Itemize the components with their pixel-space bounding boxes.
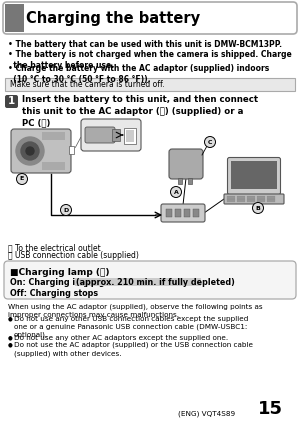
Bar xyxy=(247,196,255,197)
Text: Charging the battery: Charging the battery xyxy=(26,11,200,25)
Circle shape xyxy=(21,142,39,160)
Bar xyxy=(247,201,255,202)
Text: (approx. 210 min. if fully depleted): (approx. 210 min. if fully depleted) xyxy=(76,278,235,287)
Text: • The battery is not charged when the camera is shipped. Charge
  the battery be: • The battery is not charged when the ca… xyxy=(8,50,292,71)
Bar xyxy=(166,209,172,217)
Text: When using the AC adaptor (supplied), observe the following points as
improper c: When using the AC adaptor (supplied), ob… xyxy=(8,303,262,318)
Text: ●: ● xyxy=(8,316,13,321)
FancyBboxPatch shape xyxy=(5,95,18,108)
Text: D: D xyxy=(63,208,69,212)
Bar xyxy=(257,201,265,202)
Text: Do not use the AC adaptor (supplied) or the USB connection cable
(supplied) with: Do not use the AC adaptor (supplied) or … xyxy=(14,342,253,357)
FancyBboxPatch shape xyxy=(11,129,71,173)
Text: B: B xyxy=(256,206,260,211)
Bar xyxy=(237,201,245,202)
FancyBboxPatch shape xyxy=(4,261,296,299)
Bar xyxy=(257,199,265,200)
FancyBboxPatch shape xyxy=(227,157,280,195)
Text: 1: 1 xyxy=(8,96,15,107)
Bar xyxy=(124,128,136,144)
FancyBboxPatch shape xyxy=(224,194,284,204)
FancyBboxPatch shape xyxy=(161,204,205,222)
FancyBboxPatch shape xyxy=(81,119,141,151)
Text: ●: ● xyxy=(8,335,13,340)
Bar xyxy=(5,78,295,91)
Bar xyxy=(42,162,65,170)
Bar xyxy=(184,209,190,217)
Bar xyxy=(237,198,245,199)
FancyBboxPatch shape xyxy=(169,149,203,179)
Bar xyxy=(267,198,275,199)
Text: C: C xyxy=(208,140,212,145)
Bar xyxy=(257,196,265,197)
Text: On: Charging in progress: On: Charging in progress xyxy=(10,278,126,287)
Bar xyxy=(178,178,182,184)
Bar xyxy=(42,132,65,140)
Bar xyxy=(188,178,192,184)
FancyBboxPatch shape xyxy=(5,4,23,32)
Circle shape xyxy=(253,203,263,214)
Bar xyxy=(247,198,255,199)
Text: Off: Charging stops: Off: Charging stops xyxy=(10,289,98,298)
Bar xyxy=(16,4,24,32)
Circle shape xyxy=(170,187,182,198)
Bar xyxy=(5,4,23,32)
Bar xyxy=(257,198,265,199)
Circle shape xyxy=(16,137,44,165)
Bar xyxy=(75,278,201,286)
Bar xyxy=(267,196,275,197)
Text: E: E xyxy=(20,176,24,181)
Text: • The battery that can be used with this unit is DMW-BCM13PP.: • The battery that can be used with this… xyxy=(8,40,282,49)
Text: A: A xyxy=(174,190,178,195)
Text: Do not use any other AC adaptors except the supplied one.: Do not use any other AC adaptors except … xyxy=(14,335,228,341)
Bar xyxy=(227,201,235,202)
Bar xyxy=(227,198,235,199)
Text: ●: ● xyxy=(8,342,13,347)
Text: ■Charging lamp (Ⓔ): ■Charging lamp (Ⓔ) xyxy=(10,268,110,277)
Bar xyxy=(267,201,275,202)
Text: Make sure that the camera is turned off.: Make sure that the camera is turned off. xyxy=(10,80,165,89)
Circle shape xyxy=(16,173,28,184)
Text: Ⓑ USB connection cable (supplied): Ⓑ USB connection cable (supplied) xyxy=(8,251,139,260)
Text: Insert the battery to this unit, and then connect
this unit to the AC adaptor (Ⓐ: Insert the battery to this unit, and the… xyxy=(22,95,258,128)
Bar xyxy=(175,209,181,217)
Text: Do not use any other USB connection cables except the supplied
one or a genuine : Do not use any other USB connection cabl… xyxy=(14,316,248,338)
FancyBboxPatch shape xyxy=(85,127,115,143)
Bar xyxy=(69,146,74,154)
Circle shape xyxy=(205,137,215,148)
Circle shape xyxy=(61,204,71,215)
Bar xyxy=(126,130,134,142)
Text: 15: 15 xyxy=(258,400,283,418)
Circle shape xyxy=(26,147,34,155)
Bar xyxy=(237,199,245,200)
Text: • Charge the battery with the AC adaptor (supplied) indoors
  (10 °C to 30 °C (5: • Charge the battery with the AC adaptor… xyxy=(8,64,269,85)
Bar xyxy=(227,196,235,197)
Bar xyxy=(193,209,199,217)
Bar xyxy=(267,199,275,200)
FancyBboxPatch shape xyxy=(3,2,297,34)
Text: (ENG) VQT4S89: (ENG) VQT4S89 xyxy=(178,410,235,417)
Bar xyxy=(231,161,277,189)
Bar xyxy=(247,199,255,200)
Bar xyxy=(227,199,235,200)
Bar xyxy=(112,129,120,141)
Bar xyxy=(237,196,245,197)
Text: Ⓐ To the electrical outlet: Ⓐ To the electrical outlet xyxy=(8,243,101,252)
